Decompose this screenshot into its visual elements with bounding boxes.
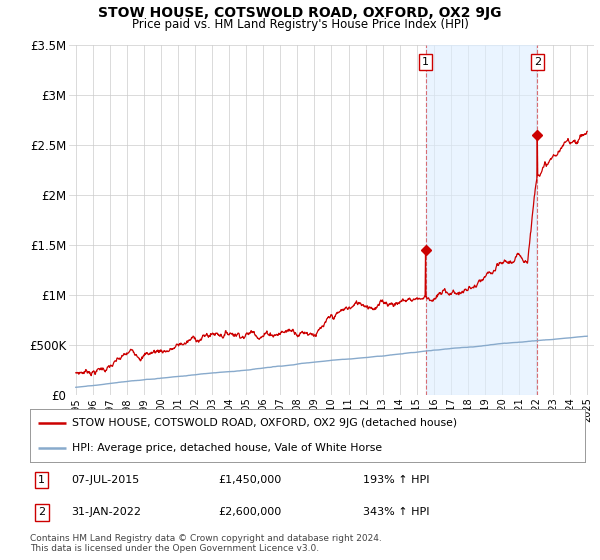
Text: Contains HM Land Registry data © Crown copyright and database right 2024.
This d: Contains HM Land Registry data © Crown c… xyxy=(30,534,382,553)
Text: STOW HOUSE, COTSWOLD ROAD, OXFORD, OX2 9JG: STOW HOUSE, COTSWOLD ROAD, OXFORD, OX2 9… xyxy=(98,6,502,20)
Text: 2: 2 xyxy=(534,57,541,67)
Text: 193% ↑ HPI: 193% ↑ HPI xyxy=(363,475,430,486)
Text: 2: 2 xyxy=(38,507,46,517)
Text: 31-JAN-2022: 31-JAN-2022 xyxy=(71,507,142,517)
Text: £2,600,000: £2,600,000 xyxy=(219,507,282,517)
Text: 07-JUL-2015: 07-JUL-2015 xyxy=(71,475,140,486)
Text: 1: 1 xyxy=(422,57,429,67)
Text: HPI: Average price, detached house, Vale of White Horse: HPI: Average price, detached house, Vale… xyxy=(71,442,382,452)
Text: £1,450,000: £1,450,000 xyxy=(219,475,282,486)
Text: 1: 1 xyxy=(38,475,46,486)
Text: 343% ↑ HPI: 343% ↑ HPI xyxy=(363,507,430,517)
Bar xyxy=(425,45,538,395)
Text: STOW HOUSE, COTSWOLD ROAD, OXFORD, OX2 9JG (detached house): STOW HOUSE, COTSWOLD ROAD, OXFORD, OX2 9… xyxy=(71,418,457,428)
Text: Price paid vs. HM Land Registry's House Price Index (HPI): Price paid vs. HM Land Registry's House … xyxy=(131,18,469,31)
